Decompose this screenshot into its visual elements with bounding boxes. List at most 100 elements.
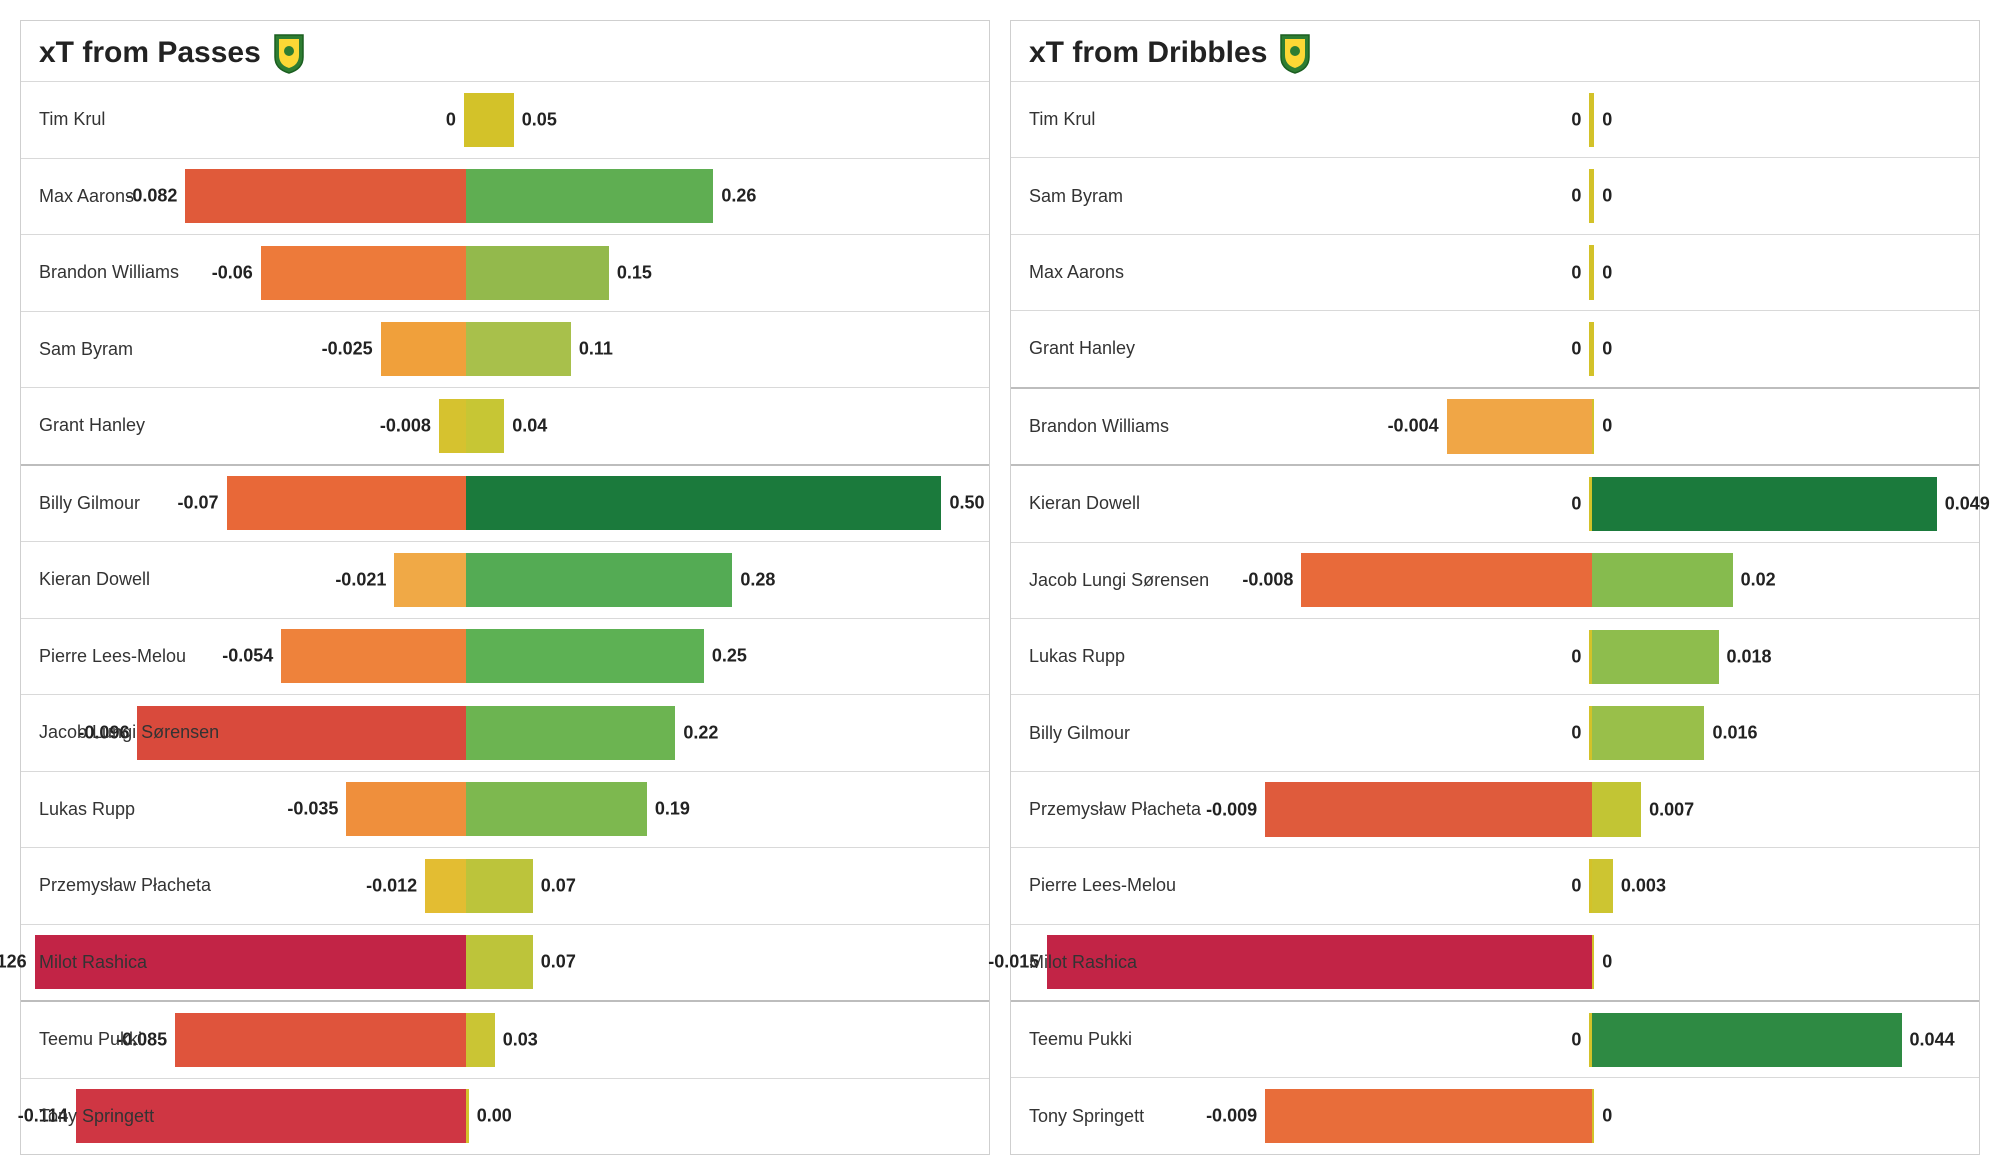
- bar-area: 00.018: [1011, 619, 1979, 694]
- positive-value: 0: [1602, 338, 1612, 359]
- positive-bar: [466, 782, 647, 836]
- player-row: Kieran Dowell-0.0210.28: [21, 542, 989, 619]
- player-row: Max Aarons00: [1011, 235, 1979, 311]
- positive-bar: [466, 476, 941, 530]
- player-name: Billy Gilmour: [39, 493, 140, 514]
- player-name: Milot Rashica: [39, 952, 147, 973]
- negative-value: 0: [1571, 646, 1581, 667]
- negative-bar: [425, 859, 466, 913]
- positive-bar: [466, 93, 514, 147]
- player-name: Tim Krul: [1029, 109, 1095, 130]
- positive-value: 0.04: [512, 415, 547, 436]
- positive-value: 0.049: [1945, 493, 1990, 514]
- player-row: Tony Springett-0.0090: [1011, 1078, 1979, 1153]
- negative-value: 0: [1571, 723, 1581, 744]
- negative-bar: [1265, 1089, 1592, 1143]
- player-row: Milot Rashica-0.1260.07: [21, 925, 989, 1003]
- positive-value: 0: [1602, 109, 1612, 130]
- club-badge-icon: [1277, 31, 1313, 75]
- bar-area: 00: [1011, 158, 1979, 233]
- player-row: Billy Gilmour-0.070.50: [21, 466, 989, 543]
- player-row: Teemu Pukki00.044: [1011, 1002, 1979, 1078]
- negative-bar: [1447, 399, 1592, 453]
- bar-area: 00: [1011, 235, 1979, 310]
- positive-bar: [1592, 859, 1613, 913]
- bar-area: -0.1140.00: [21, 1079, 989, 1155]
- positive-value: 0.044: [1910, 1029, 1955, 1050]
- negative-value: -0.009: [1206, 1106, 1257, 1127]
- positive-value: 0.11: [579, 339, 613, 360]
- bar-area: -0.0850.03: [21, 1002, 989, 1078]
- positive-bar: [1592, 1089, 1594, 1143]
- player-row: Przemysław Płacheta-0.0120.07: [21, 848, 989, 925]
- positive-value: 0.28: [740, 569, 775, 590]
- player-row: Kieran Dowell00.049: [1011, 466, 1979, 542]
- bar-area: 00.049: [1011, 466, 1979, 541]
- club-badge-icon: [271, 31, 307, 75]
- negative-bar: [261, 246, 467, 300]
- negative-value: 0: [1571, 338, 1581, 359]
- negative-value: -0.025: [322, 339, 373, 360]
- bar-area: -0.0080.04: [21, 388, 989, 464]
- negative-bar: [439, 399, 466, 453]
- bar-area: -0.0350.19: [21, 772, 989, 848]
- positive-bar: [466, 706, 675, 760]
- bar-area: -0.1260.07: [21, 925, 989, 1001]
- negative-bar: [346, 782, 466, 836]
- player-row: Grant Hanley 00: [1011, 311, 1979, 388]
- negative-value: 0: [1571, 186, 1581, 207]
- player-name: Tony Springett: [39, 1106, 154, 1127]
- positive-value: 0.22: [683, 722, 718, 743]
- negative-value: 0: [1571, 109, 1581, 130]
- bar-area: 00: [1011, 82, 1979, 157]
- bar-area: 00.044: [1011, 1002, 1979, 1077]
- player-name: Grant Hanley: [1029, 338, 1135, 359]
- positive-value: 0.26: [721, 186, 756, 207]
- positive-bar: [466, 935, 533, 989]
- player-row: Brandon Williams-0.0040: [1011, 389, 1979, 466]
- player-row: Brandon Williams-0.060.15: [21, 235, 989, 312]
- negative-value: -0.126: [0, 952, 27, 973]
- player-row: Tim Krul00.05: [21, 82, 989, 159]
- player-name: Przemysław Płacheta: [1029, 799, 1201, 820]
- negative-value: -0.054: [222, 646, 273, 667]
- positive-bar: [466, 553, 732, 607]
- panel-passes: xT from Passes Tim Krul00.05Max Aarons-0…: [20, 20, 990, 1155]
- chart-title: xT from Dribbles: [1029, 36, 1267, 70]
- player-row: Tim Krul00: [1011, 82, 1979, 158]
- positive-value: 0.007: [1649, 799, 1694, 820]
- negative-value: -0.008: [1242, 570, 1293, 591]
- positive-bar: [1592, 782, 1641, 836]
- bar-area: -0.070.50: [21, 466, 989, 542]
- positive-bar: [1592, 399, 1594, 453]
- negative-value: -0.035: [287, 799, 338, 820]
- positive-bar: [1592, 322, 1594, 376]
- positive-bar: [1592, 245, 1594, 299]
- player-name: Teemu Pukki: [39, 1029, 142, 1050]
- player-row: Teemu Pukki-0.0850.03: [21, 1002, 989, 1079]
- positive-value: 0.15: [617, 262, 652, 283]
- negative-value: 0: [1571, 493, 1581, 514]
- player-row: Grant Hanley-0.0080.04: [21, 388, 989, 466]
- player-row: Lukas Rupp-0.0350.19: [21, 772, 989, 849]
- player-row: Pierre Lees-Melou00.003: [1011, 848, 1979, 924]
- positive-bar: [1592, 93, 1594, 147]
- positive-bar: [1592, 630, 1719, 684]
- negative-bar: [185, 169, 466, 223]
- positive-value: 0.07: [541, 952, 576, 973]
- player-name: Max Aarons: [39, 186, 134, 207]
- positive-bar: [466, 629, 704, 683]
- bar-area: -0.0090: [1011, 1078, 1979, 1153]
- positive-bar: [466, 322, 571, 376]
- player-name: Kieran Dowell: [39, 569, 150, 590]
- positive-bar: [466, 169, 713, 223]
- negative-value: -0.012: [366, 875, 417, 896]
- panel-header: xT from Dribbles: [1011, 21, 1979, 82]
- positive-value: 0.50: [949, 493, 984, 514]
- negative-value: -0.009: [1206, 799, 1257, 820]
- player-name: Teemu Pukki: [1029, 1029, 1132, 1050]
- player-row: Milot Rashica-0.0150: [1011, 925, 1979, 1002]
- negative-bar: [227, 476, 467, 530]
- player-name: Tony Springett: [1029, 1106, 1144, 1127]
- negative-value: 0: [1571, 875, 1581, 896]
